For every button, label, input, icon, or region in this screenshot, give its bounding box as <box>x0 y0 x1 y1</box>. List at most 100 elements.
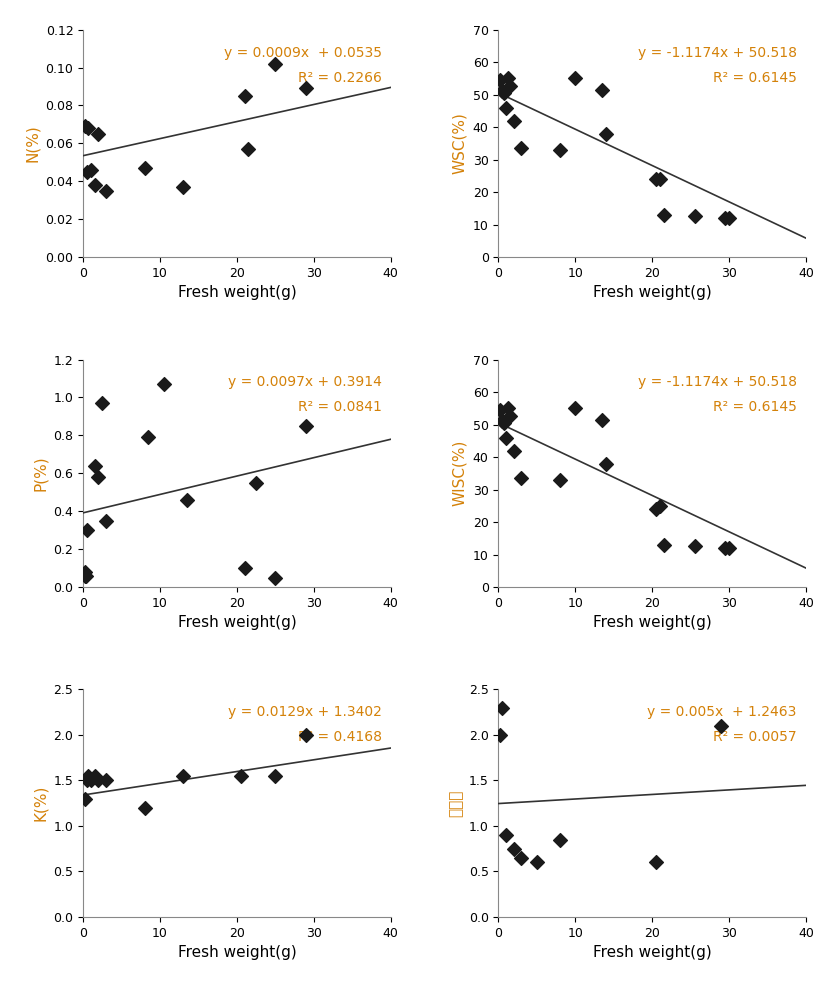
Point <box>299 81 312 97</box>
Point <box>88 768 101 784</box>
Y-axis label: K(%): K(%) <box>32 785 48 821</box>
X-axis label: Fresh weight(g): Fresh weight(g) <box>593 615 711 630</box>
Text: R² = 0.2266: R² = 0.2266 <box>297 71 381 85</box>
Point <box>180 492 194 508</box>
Point <box>501 70 514 86</box>
Point <box>268 768 282 784</box>
Point <box>92 469 106 485</box>
Point <box>157 377 170 392</box>
Point <box>599 125 612 141</box>
Point <box>100 513 113 528</box>
Point <box>78 791 91 807</box>
Text: y = -1.1174x + 50.518: y = -1.1174x + 50.518 <box>638 376 797 389</box>
Point <box>553 472 567 488</box>
Point <box>495 84 509 100</box>
Point <box>238 560 251 576</box>
Point <box>268 56 282 72</box>
Point <box>688 209 701 225</box>
Point <box>515 140 529 156</box>
Text: y = 0.0097x + 0.3914: y = 0.0097x + 0.3914 <box>228 376 381 389</box>
Point <box>176 768 189 784</box>
Point <box>596 82 609 98</box>
Point <box>84 162 97 177</box>
Text: y = -1.1174x + 50.518: y = -1.1174x + 50.518 <box>638 45 797 59</box>
Point <box>494 72 507 88</box>
Point <box>504 79 517 95</box>
Point <box>499 100 513 115</box>
Point <box>568 70 582 86</box>
Point <box>650 855 663 871</box>
Text: y = 0.0129x + 1.3402: y = 0.0129x + 1.3402 <box>228 705 381 720</box>
Point <box>100 773 113 789</box>
Point <box>494 727 507 742</box>
Point <box>553 142 567 158</box>
Y-axis label: P(%): P(%) <box>32 456 48 491</box>
Point <box>688 538 701 554</box>
Point <box>81 120 95 136</box>
Point <box>77 566 91 582</box>
Point <box>719 540 732 556</box>
Point <box>501 400 514 416</box>
Point <box>530 855 543 871</box>
Point <box>495 700 509 716</box>
Point <box>596 412 609 428</box>
Point <box>81 768 95 784</box>
Point <box>653 498 666 514</box>
Text: R² = 0.4168: R² = 0.4168 <box>297 731 381 744</box>
Y-axis label: WISC(%): WISC(%) <box>452 440 467 507</box>
Point <box>142 429 155 445</box>
Point <box>234 768 248 784</box>
Point <box>515 470 529 486</box>
Point <box>657 537 671 553</box>
Point <box>715 718 728 734</box>
Point <box>100 182 113 198</box>
Point <box>78 568 91 584</box>
Point <box>268 570 282 586</box>
Point <box>495 413 509 429</box>
Point <box>88 177 101 193</box>
X-axis label: Fresh weight(g): Fresh weight(g) <box>178 946 297 960</box>
Point <box>96 395 109 411</box>
Point <box>81 164 94 179</box>
Point <box>722 540 735 556</box>
X-axis label: Fresh weight(g): Fresh weight(g) <box>593 946 711 960</box>
Point <box>249 475 263 491</box>
Point <box>138 160 151 176</box>
Y-axis label: WSC(%): WSC(%) <box>452 112 467 175</box>
Point <box>138 800 151 815</box>
Point <box>84 773 97 789</box>
Point <box>176 179 189 195</box>
Point <box>650 501 663 517</box>
Point <box>499 827 513 843</box>
Point <box>299 727 312 742</box>
Text: y = 0.005x  + 1.2463: y = 0.005x + 1.2463 <box>647 705 797 720</box>
Point <box>507 112 520 128</box>
Point <box>81 523 94 538</box>
Point <box>568 400 582 416</box>
Text: R² = 0.0841: R² = 0.0841 <box>297 400 381 414</box>
Y-axis label: N(%): N(%) <box>25 124 40 163</box>
Point <box>507 443 520 458</box>
X-axis label: Fresh weight(g): Fresh weight(g) <box>593 285 711 301</box>
Point <box>238 88 251 104</box>
Text: y = 0.0009x  + 0.0535: y = 0.0009x + 0.0535 <box>224 45 381 59</box>
Text: R² = 0.0057: R² = 0.0057 <box>713 731 797 744</box>
Point <box>494 402 507 418</box>
X-axis label: Fresh weight(g): Fresh weight(g) <box>178 285 297 301</box>
X-axis label: Fresh weight(g): Fresh weight(g) <box>178 615 297 630</box>
Point <box>650 172 663 187</box>
Point <box>242 141 255 157</box>
Y-axis label: 사포닌: 사포닌 <box>448 790 463 816</box>
Point <box>599 456 612 471</box>
Point <box>88 458 101 473</box>
Point <box>653 172 666 187</box>
Point <box>497 85 510 101</box>
Point <box>80 568 93 584</box>
Point <box>92 126 106 142</box>
Point <box>553 832 567 848</box>
Text: R² = 0.6145: R² = 0.6145 <box>713 71 797 85</box>
Point <box>504 408 517 424</box>
Point <box>497 415 510 431</box>
Point <box>657 207 671 223</box>
Point <box>78 118 91 134</box>
